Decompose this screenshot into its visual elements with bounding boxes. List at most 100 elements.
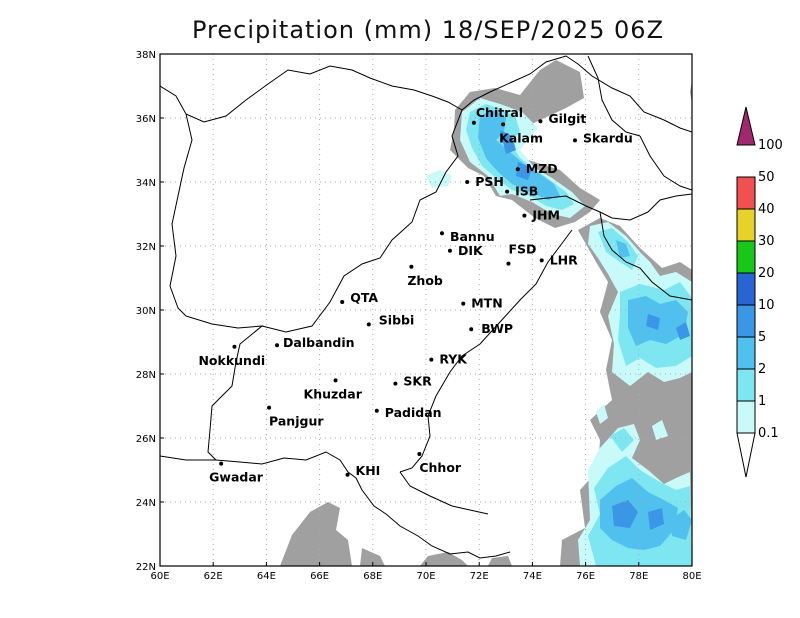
city-dot xyxy=(505,189,510,194)
lon-tick-label: 60E xyxy=(150,571,169,582)
colorbar-segment xyxy=(736,304,756,338)
city-dot xyxy=(333,378,338,383)
lon-tick-label: 76E xyxy=(576,571,595,582)
colorbar-low-arrow xyxy=(736,432,756,478)
colorbar-segment xyxy=(736,400,756,434)
city-dot xyxy=(506,261,511,266)
city-label: Kalam xyxy=(499,130,543,145)
city-label: MTN xyxy=(471,296,502,311)
city-dot xyxy=(409,264,414,269)
lat-tick-label: 30N xyxy=(136,306,156,317)
city-label: Skardu xyxy=(583,130,633,145)
map-title: Precipitation (mm) 18/SEP/2025 06Z xyxy=(191,16,665,44)
city-label: Dalbandin xyxy=(283,335,355,350)
city-dot xyxy=(572,138,577,143)
lat-tick-label: 24N xyxy=(136,498,156,509)
city-dot xyxy=(447,248,452,253)
city-dot xyxy=(340,300,345,304)
colorbar-segment xyxy=(736,368,756,402)
lat-tick-label: 38N xyxy=(136,50,156,61)
colorbar-label: 5 xyxy=(758,330,766,345)
city-label: DIK xyxy=(458,243,484,258)
colorbar-label: 100 xyxy=(758,138,783,153)
colorbar-label: 10 xyxy=(758,298,775,313)
colorbar-label: 50 xyxy=(758,170,775,185)
boundaries xyxy=(160,55,692,559)
city-dot xyxy=(501,122,506,127)
lon-tick-label: 78E xyxy=(629,571,648,582)
city-label: Chitral xyxy=(476,105,523,120)
lon-tick-label: 68E xyxy=(363,571,382,582)
lat-tick-label: 36N xyxy=(136,114,156,125)
colorbar-label: 2 xyxy=(758,362,766,377)
city-dot xyxy=(275,343,280,348)
city-dot xyxy=(429,357,434,362)
colorbar: 0.1 1 2 5 10 20 30 40 50 100 xyxy=(736,106,783,478)
city-label: SKR xyxy=(403,374,432,389)
city-label: LHR xyxy=(550,252,578,267)
precip-shading xyxy=(280,60,692,566)
lon-tick-label: 72E xyxy=(470,571,489,582)
city-dot xyxy=(393,381,398,386)
lat-tick-label: 26N xyxy=(136,434,156,445)
city-dot xyxy=(366,322,371,327)
colorbar-segment xyxy=(736,336,756,370)
city-markers: Chitral Gilgit Kalam Skardu MZD PSH ISB JHM Bann… xyxy=(198,105,632,485)
city-dot xyxy=(439,231,444,236)
city-dot xyxy=(267,405,272,410)
city-label: Padidan xyxy=(385,405,442,420)
grid-lines xyxy=(160,54,692,566)
city-label: PSH xyxy=(475,174,504,189)
colorbar-segment xyxy=(736,240,756,274)
longitude-ticks: 60E 62E 64E 66E 68E 70E 72E 74E 76E 78E 80E xyxy=(150,562,702,582)
city-label: Nokkundi xyxy=(198,353,265,368)
lon-tick-label: 74E xyxy=(523,571,542,582)
latitude-ticks: 22N 24N 26N 28N 30N 32N 34N 36N 38N xyxy=(136,50,164,573)
lon-tick-label: 66E xyxy=(310,571,329,582)
colorbar-label: 0.1 xyxy=(758,426,779,441)
city-dot xyxy=(232,344,237,349)
lon-tick-label: 62E xyxy=(204,571,223,582)
lon-tick-label: 80E xyxy=(682,571,701,582)
city-label: Gilgit xyxy=(548,111,586,126)
colorbar-high-arrow xyxy=(736,106,756,146)
city-label: Gwadar xyxy=(209,470,264,485)
city-label: Khuzdar xyxy=(304,386,363,401)
lat-tick-label: 22N xyxy=(136,562,156,573)
city-dot xyxy=(539,258,544,263)
lon-tick-label: 70E xyxy=(416,571,435,582)
lat-tick-label: 32N xyxy=(136,242,156,253)
colorbar-label: 30 xyxy=(758,234,775,249)
city-dot xyxy=(522,213,527,218)
city-dot xyxy=(345,472,350,477)
lat-tick-label: 28N xyxy=(136,370,156,381)
colorbar-segment xyxy=(736,176,756,210)
city-label: Chhor xyxy=(419,460,462,475)
city-label: ISB xyxy=(515,184,538,199)
city-label: Sibbi xyxy=(379,312,414,327)
lat-tick-label: 34N xyxy=(136,178,156,189)
city-label: Bannu xyxy=(450,229,495,244)
city-label: QTA xyxy=(350,290,378,305)
city-dot xyxy=(374,408,379,413)
city-label: BWP xyxy=(481,321,513,336)
city-label: FSD xyxy=(508,242,536,257)
city-label: Panjgur xyxy=(269,414,324,429)
colorbar-label: 20 xyxy=(758,266,775,281)
city-dot xyxy=(461,301,466,306)
city-dot xyxy=(417,452,422,456)
city-label: MZD xyxy=(526,161,558,176)
city-dot xyxy=(469,327,474,332)
city-label: KHI xyxy=(356,463,381,478)
city-dot xyxy=(219,461,224,466)
colorbar-label: 1 xyxy=(758,394,766,409)
colorbar-label: 40 xyxy=(758,202,775,217)
city-label: JHM xyxy=(531,208,560,223)
colorbar-segment xyxy=(736,208,756,242)
city-dot xyxy=(515,167,520,172)
city-label: RYK xyxy=(439,352,468,367)
lon-tick-label: 64E xyxy=(257,571,276,582)
city-label: Zhob xyxy=(407,273,443,288)
city-dot xyxy=(538,119,543,124)
